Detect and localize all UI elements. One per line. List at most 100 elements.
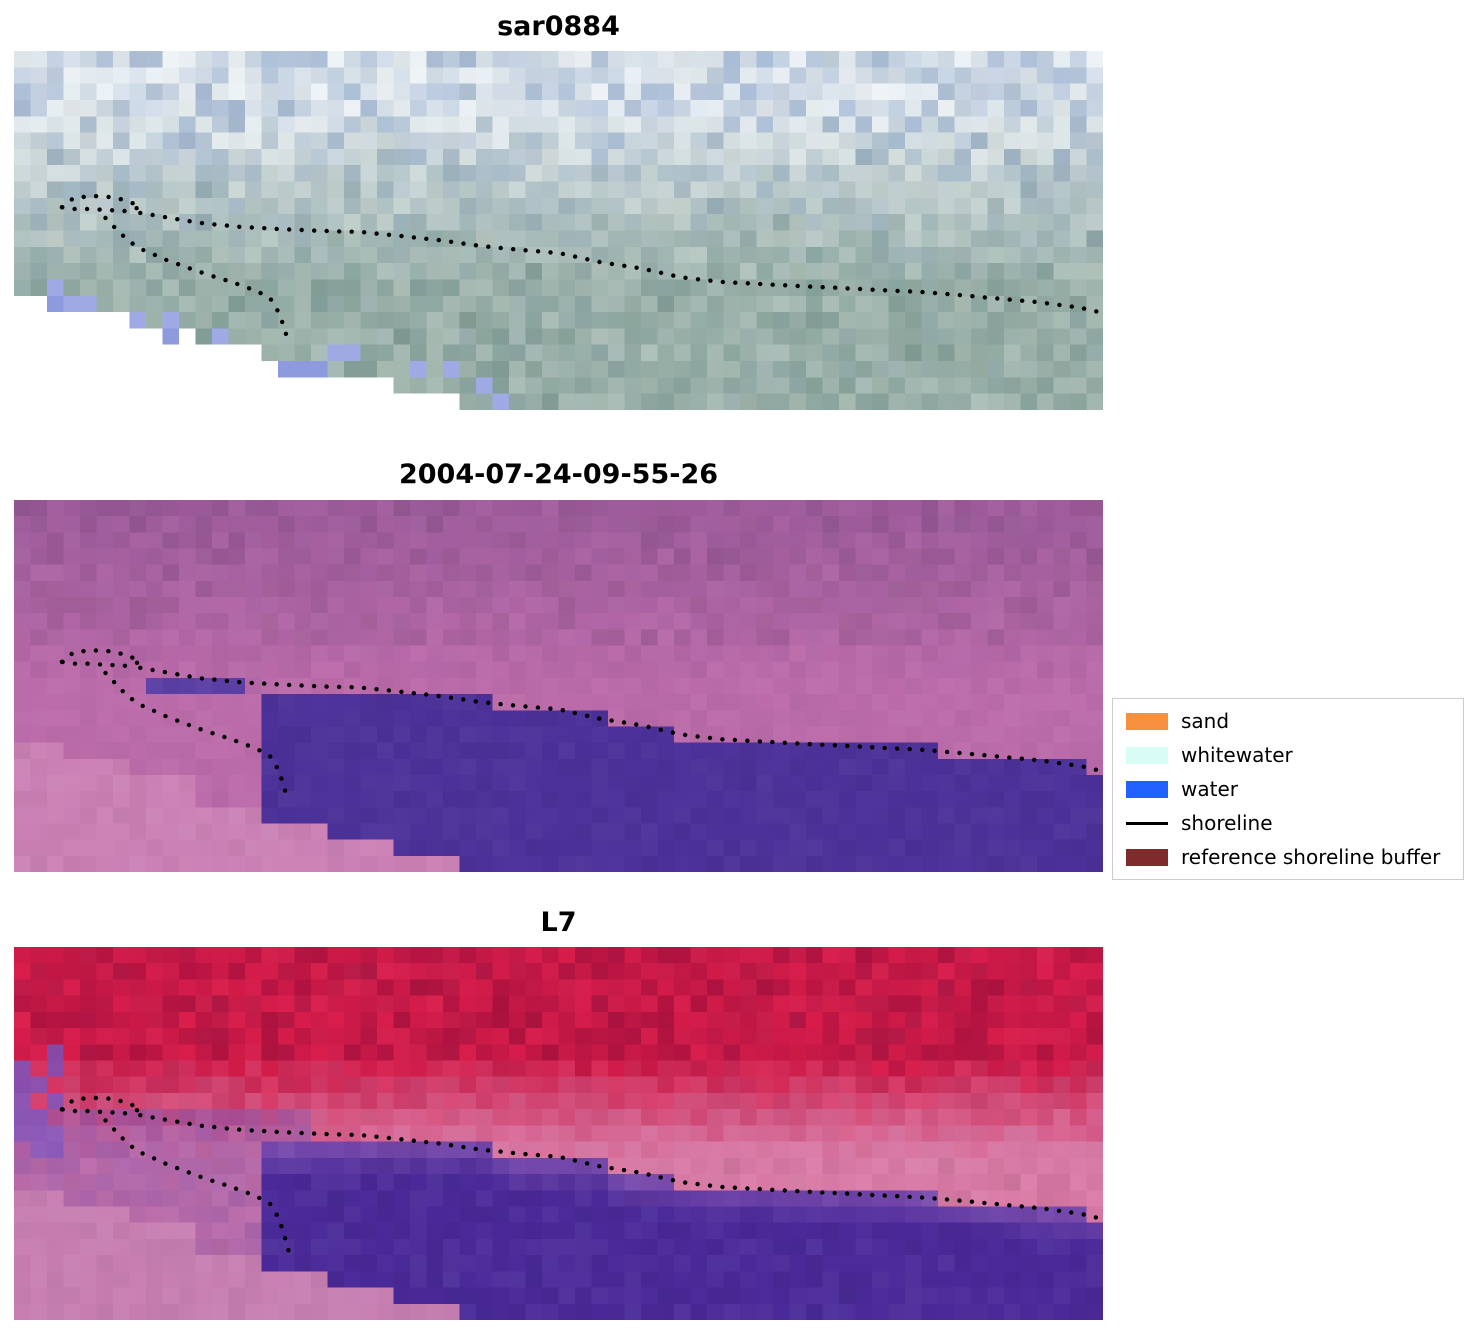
shoreline-dot — [994, 754, 1000, 759]
shoreline-dot — [174, 1165, 180, 1171]
shoreline-dot — [770, 1187, 775, 1192]
shoreline-dot — [374, 687, 379, 692]
shoreline-dot — [150, 212, 155, 218]
shoreline-dot — [283, 331, 289, 336]
shoreline-dot — [436, 1141, 441, 1146]
shoreline-dot — [262, 681, 267, 686]
shoreline-dot — [162, 669, 168, 675]
shoreline-dot — [535, 705, 541, 710]
shoreline-dot — [69, 1099, 74, 1104]
shoreline-dot — [175, 718, 180, 723]
shoreline-dot — [634, 265, 639, 270]
shoreline-dot — [138, 665, 143, 670]
shoreline-dot — [995, 296, 1000, 301]
shoreline-dot — [258, 290, 263, 296]
shoreline-dot — [85, 1108, 90, 1114]
shoreline-dot — [448, 1143, 454, 1148]
shoreline-dot — [151, 708, 157, 714]
shoreline-dot — [130, 655, 135, 660]
shoreline-dot — [198, 727, 203, 732]
shoreline-dot — [199, 1123, 205, 1128]
shoreline-dot — [473, 1146, 478, 1152]
shoreline-dot — [870, 745, 875, 750]
shoreline-dot — [111, 1127, 117, 1132]
shoreline-dot — [162, 1117, 168, 1122]
shoreline-dot — [268, 297, 274, 302]
shoreline-dot — [175, 1119, 180, 1124]
shoreline-dot — [187, 266, 192, 271]
shoreline-dot — [162, 214, 168, 220]
shoreline-dot — [72, 1108, 78, 1114]
shoreline-dot — [982, 753, 987, 758]
shoreline-dot — [175, 262, 181, 267]
shoreline-dot — [510, 1150, 516, 1156]
shoreline-dot — [60, 1107, 65, 1112]
shoreline-dot — [1081, 306, 1087, 311]
shoreline-dot — [621, 720, 627, 725]
legend-item-shoreline: shoreline — [1126, 812, 1450, 834]
shoreline-dot — [782, 1188, 787, 1193]
shoreline-dot — [374, 231, 379, 236]
shoreline-dots-overlay — [59, 194, 1099, 336]
legend-item-whitewater: whitewater — [1126, 744, 1450, 766]
shoreline-dot — [299, 683, 304, 688]
shoreline-dot — [85, 661, 90, 666]
shoreline-dot — [498, 245, 503, 251]
shoreline-dot — [106, 1096, 111, 1101]
shoreline-dot — [658, 270, 664, 275]
shoreline-dot — [1019, 1204, 1024, 1209]
legend-label: sand — [1181, 709, 1230, 733]
shoreline-dot — [622, 263, 627, 268]
shoreline-dot — [1044, 759, 1049, 764]
shoreline-dot — [140, 1151, 145, 1156]
shoreline-dot — [134, 1108, 140, 1113]
shoreline-dot — [235, 281, 240, 287]
shoreline-dot — [683, 732, 688, 738]
legend-label: water — [1181, 777, 1238, 801]
shoreline-dot — [1032, 299, 1037, 304]
shoreline-dot — [411, 235, 417, 240]
shoreline-dot — [399, 689, 404, 694]
shoreline-dot — [597, 1164, 602, 1169]
shoreline-dot — [103, 1118, 108, 1123]
satellite-image-canvas — [14, 51, 1103, 410]
shoreline-dot — [572, 254, 578, 259]
shoreline-dot — [211, 274, 216, 279]
shoreline-dot — [969, 751, 975, 757]
shoreline-dot — [461, 697, 466, 702]
shoreline-dot — [957, 750, 962, 756]
shoreline-dot — [81, 649, 86, 654]
legend-patch-swatch — [1126, 746, 1168, 764]
shoreline-dot — [473, 699, 478, 704]
shoreline-dot — [164, 257, 169, 263]
shoreline-dot — [560, 251, 566, 257]
shoreline-dot — [523, 704, 528, 709]
legend-line-swatch — [1126, 821, 1168, 825]
shoreline-dot — [109, 208, 115, 213]
shoreline-dot — [130, 201, 135, 206]
shoreline-dot — [511, 247, 516, 252]
shoreline-dot — [399, 233, 404, 239]
shoreline-dot — [609, 718, 614, 723]
shoreline-dot — [60, 205, 65, 210]
classified-image-canvas — [14, 500, 1103, 872]
shoreline-dot — [237, 224, 242, 229]
shoreline-dot — [448, 695, 454, 700]
shoreline-dot — [386, 232, 392, 237]
shoreline-dot — [560, 708, 565, 713]
shoreline-dot — [106, 649, 111, 654]
shoreline-dot — [257, 748, 262, 753]
shoreline-dot — [186, 1170, 191, 1175]
shoreline-dot — [757, 739, 763, 744]
shoreline-dot — [670, 730, 676, 735]
shoreline-dot — [498, 1149, 503, 1154]
shoreline-dot — [845, 743, 850, 749]
shoreline-dot — [820, 1190, 825, 1195]
shoreline-dot — [970, 294, 975, 299]
shoreline-dot — [324, 684, 329, 689]
shoreline-dot — [548, 250, 553, 255]
shoreline-dot — [832, 1190, 837, 1196]
shoreline-dot — [299, 227, 304, 233]
shoreline-dot — [548, 706, 553, 711]
